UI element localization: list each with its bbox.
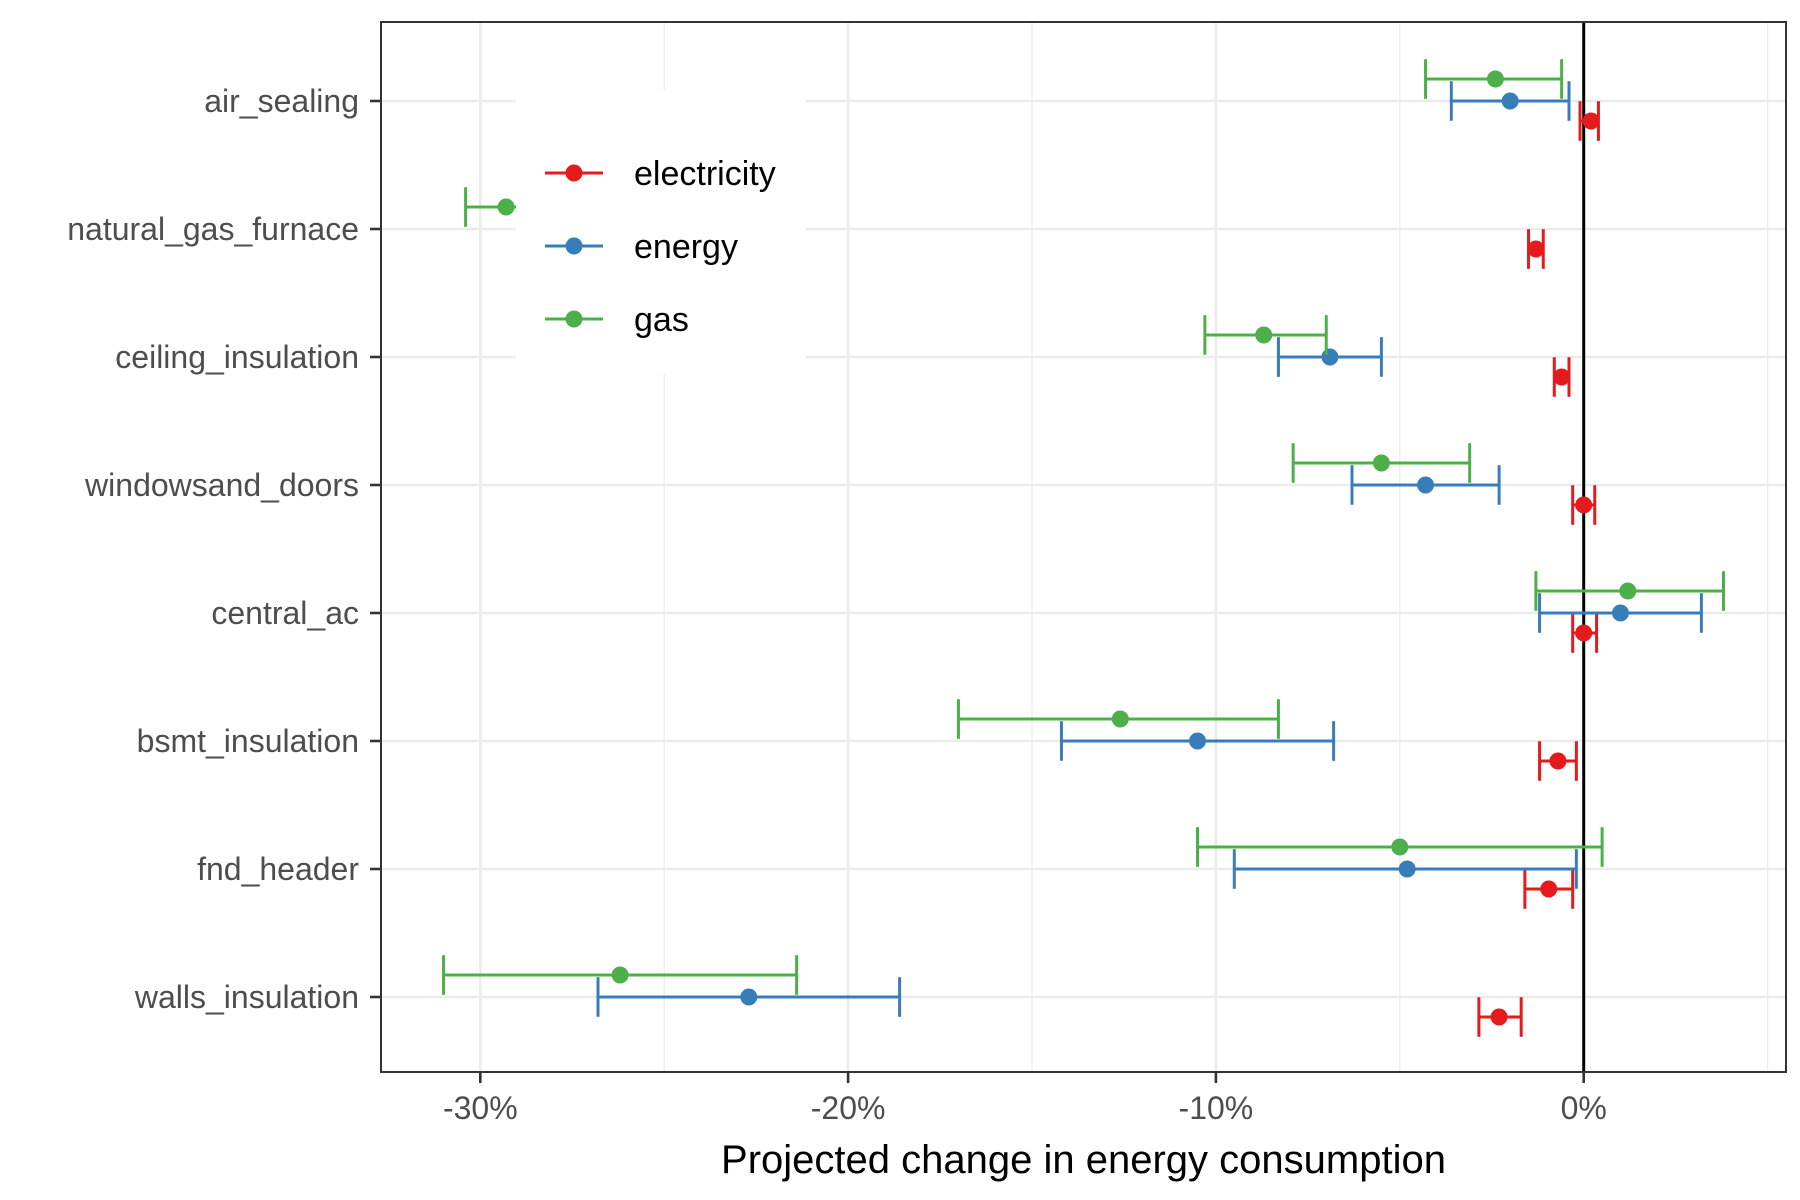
point-energy-air_sealing	[1501, 92, 1519, 110]
point-gas-ceiling_insulation	[1255, 326, 1273, 344]
legend-key-point-electricity	[565, 164, 583, 182]
data-layer	[442, 22, 1725, 1072]
y-tick-label-natural_gas_furnace: natural_gas_furnace	[67, 211, 359, 247]
y-tick-label-fnd_header: fnd_header	[197, 851, 359, 887]
legend: electricity energy gas	[516, 90, 806, 374]
point-electricity-walls_insulation	[1490, 1008, 1508, 1026]
y-tick-label-bsmt_insulation: bsmt_insulation	[137, 723, 359, 759]
point-gas-walls_insulation	[611, 966, 629, 984]
point-electricity-natural_gas_furnace	[1527, 240, 1545, 258]
x-tick-label: -20%	[811, 1090, 886, 1126]
legend-key-point-energy	[565, 237, 583, 255]
point-gas-bsmt_insulation	[1111, 710, 1129, 728]
point-electricity-air_sealing	[1582, 112, 1600, 130]
x-tick-label: -10%	[1179, 1090, 1254, 1126]
point-energy-bsmt_insulation	[1189, 732, 1207, 750]
y-tick-label-windowsand_doors: windowsand_doors	[84, 467, 359, 503]
point-electricity-windowsand_doors	[1575, 496, 1593, 514]
legend-label-electricity: electricity	[634, 155, 776, 193]
axis-layer: air_sealing natural_gas_furnace ceiling_in…	[67, 83, 1607, 1182]
x-tick-label: 0%	[1561, 1090, 1607, 1126]
point-energy-windowsand_doors	[1417, 476, 1435, 494]
y-tick-label-ceiling_insulation: ceiling_insulation	[115, 339, 359, 375]
point-electricity-ceiling_insulation	[1553, 368, 1571, 386]
point-energy-walls_insulation	[740, 988, 758, 1006]
y-tick-label-walls_insulation: walls_insulation	[134, 979, 359, 1015]
point-gas-air_sealing	[1486, 70, 1504, 88]
point-energy-ceiling_insulation	[1321, 348, 1339, 366]
y-tick-label-air_sealing: air_sealing	[204, 83, 359, 119]
y-tick-label-central_ac: central_ac	[211, 595, 359, 631]
point-gas-fnd_header	[1391, 838, 1409, 856]
legend-key-point-gas	[565, 310, 583, 328]
point-energy-central_ac	[1611, 604, 1629, 622]
point-gas-central_ac	[1619, 582, 1637, 600]
legend-background	[516, 90, 806, 374]
point-electricity-fnd_header	[1540, 880, 1558, 898]
point-gas-natural_gas_furnace	[497, 198, 515, 216]
point-electricity-central_ac	[1575, 624, 1593, 642]
panel-border	[380, 21, 1787, 1073]
x-axis-title: Projected change in energy consumption	[721, 1138, 1446, 1182]
point-gas-windowsand_doors	[1372, 454, 1390, 472]
point-electricity-bsmt_insulation	[1549, 752, 1567, 770]
legend-label-gas: gas	[634, 301, 689, 339]
point-energy-fnd_header	[1398, 860, 1416, 878]
legend-label-energy: energy	[634, 228, 738, 266]
x-tick-label: -30%	[443, 1090, 518, 1126]
